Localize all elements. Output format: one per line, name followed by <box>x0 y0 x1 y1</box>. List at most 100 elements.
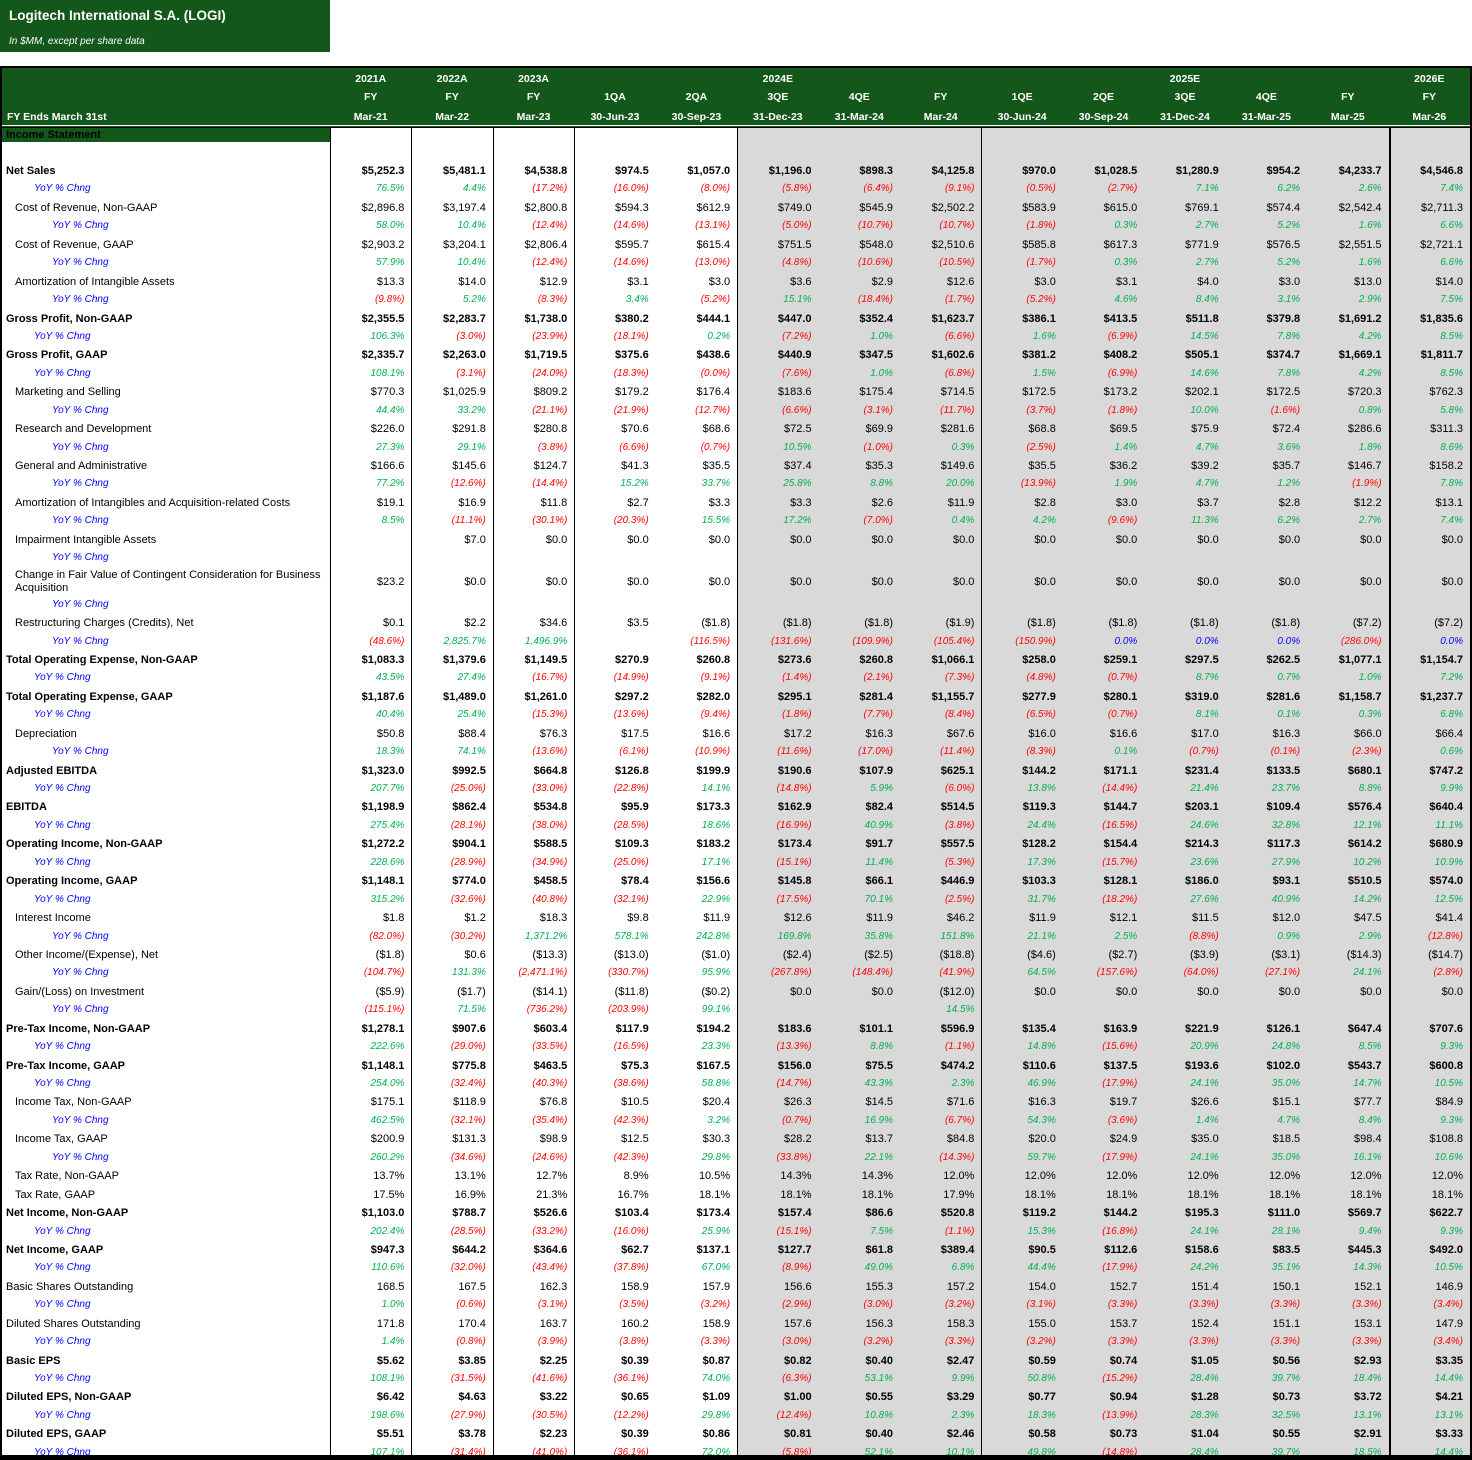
row-label: Change in Fair Value of Contingent Consi… <box>15 568 321 594</box>
cell: (32.4%) <box>450 1078 486 1089</box>
cell: 1.6% <box>1033 330 1056 342</box>
cell: (15.6%) <box>1102 1041 1138 1053</box>
cell: 0.3% <box>1358 709 1382 721</box>
table-row: YoY % Chng 222.6% (29.0%) (33.5%) (16.5%) 23.… <box>2 1038 1470 1056</box>
cell: (0.7%) <box>1189 746 1219 758</box>
table-row: YoY % Chng 1.0% (0.6%) (3.1%) (3.5%) (3.2%) (2… <box>2 1296 1470 1314</box>
table-row: YoY % Chng <box>2 549 1470 567</box>
cell: (736.2%) <box>526 1004 568 1016</box>
cell: $16.3 <box>865 727 893 740</box>
cell: $3.5 <box>627 617 649 630</box>
cell: $600.8 <box>1429 1059 1463 1072</box>
row-label: YoY % Chng <box>34 856 91 868</box>
cell: $34.6 <box>539 617 568 630</box>
cell: 24.8% <box>1271 1041 1301 1053</box>
cell: (28.5%) <box>613 819 649 831</box>
table-header: FY Ends March 31st 2021A FY Mar-21 2022A FY M… <box>0 66 1472 127</box>
cell: (4.8%) <box>1026 672 1056 684</box>
section-title: Income Statement <box>2 128 330 143</box>
cell: 5.2% <box>1277 220 1301 232</box>
cell: 254.0% <box>370 1078 405 1089</box>
cell: 10.5% <box>783 441 812 453</box>
cell: 67.0% <box>701 1262 731 1274</box>
cell: 18.3% <box>376 746 405 758</box>
cell: $41.3 <box>621 460 649 472</box>
cell: $647.4 <box>1347 1022 1382 1035</box>
cell: $258.0 <box>1022 653 1056 666</box>
column-header-dt: Mar-25 <box>1330 111 1365 123</box>
cell: $156.0 <box>777 1059 812 1072</box>
cell: (8.4%) <box>944 709 975 721</box>
cell: (0.1%) <box>1270 746 1301 758</box>
cell: $3.78 <box>458 1428 486 1441</box>
cell <box>1389 128 1470 143</box>
cell: $226.0 <box>370 423 405 436</box>
cell: 6.8% <box>951 1262 975 1274</box>
cell: (13.6%) <box>532 746 568 758</box>
cell: $640.4 <box>1429 801 1463 814</box>
row-label: YoY % Chng <box>34 893 91 905</box>
column-header: FY Mar-25 <box>1307 68 1388 127</box>
column-header-yr <box>981 71 1062 87</box>
cell: 4.4% <box>463 183 486 195</box>
cell: $5,481.1 <box>443 165 486 177</box>
cell <box>493 596 574 614</box>
cell: $66.0 <box>1354 727 1382 740</box>
cell: 4.7% <box>1277 1114 1301 1126</box>
cell: 1,371.2% <box>525 930 568 942</box>
table-row: YoY % Chng 27.3% 29.1% (3.8%) (6.6%) (0.7%) 10… <box>2 439 1470 457</box>
cell: (28.5%) <box>450 1225 486 1237</box>
row-label: YoY % Chng <box>52 967 109 979</box>
table-row: Income Tax, GAAP $200.9 $131.3 $98.9 $12.5 $3… <box>2 1130 1470 1148</box>
cell: $12.5 <box>621 1133 649 1146</box>
column-header-yr: 2021A <box>355 73 387 85</box>
row-label: Pre-Tax Income, Non-GAAP <box>6 1022 151 1035</box>
cell: (22.8%) <box>613 783 649 794</box>
cell: $16.3 <box>1028 1096 1056 1109</box>
cell <box>1063 596 1144 614</box>
cell: $545.9 <box>859 201 893 214</box>
cell: (33.2%) <box>532 1225 568 1237</box>
cell: (28.1%) <box>450 819 486 831</box>
cell: $259.1 <box>1103 653 1138 666</box>
cell: 8.5% <box>1440 330 1463 342</box>
cell: (2.1%) <box>863 672 893 684</box>
cell: ($3.1) <box>1271 948 1301 961</box>
cell: 0.6% <box>1440 746 1463 758</box>
cell: (1.8%) <box>1026 220 1056 232</box>
cell: (115.1%) <box>364 1004 405 1016</box>
cell: (25.0%) <box>450 783 486 794</box>
cell <box>819 1001 900 1019</box>
cell: 1.8% <box>1358 441 1382 453</box>
cell: $375.6 <box>615 349 649 362</box>
row-label: YoY % Chng <box>52 1004 109 1016</box>
table-row: Depreciation $50.8 $88.4 $76.3 $17.5 $16.6 $17… <box>2 725 1470 743</box>
row-label: Restructuring Charges (Credits), Net <box>15 617 194 630</box>
row-label: YoY % Chng <box>34 783 91 794</box>
cell: $774.0 <box>452 875 486 888</box>
cell <box>411 128 492 143</box>
cell: $19.1 <box>376 496 405 509</box>
cell: $2.23 <box>539 1428 568 1441</box>
cell: (330.7%) <box>608 967 649 979</box>
cell <box>1144 549 1225 567</box>
row-label: General and Administrative <box>15 460 148 472</box>
cell: $1,278.1 <box>361 1022 405 1035</box>
cell: $557.5 <box>940 838 975 851</box>
cell: ($14.1) <box>532 985 568 998</box>
cell <box>656 128 737 143</box>
cell: (9.1%) <box>700 672 731 684</box>
cell: $6.42 <box>376 1391 405 1404</box>
cell: 6.6% <box>1440 257 1463 269</box>
cell: 151.1 <box>1272 1317 1301 1330</box>
cell: 5.8% <box>1440 404 1463 416</box>
row-label: Diluted EPS, Non-GAAP <box>6 1391 132 1404</box>
cell: $98.9 <box>539 1133 568 1146</box>
cell: 11.4% <box>865 856 893 868</box>
cell: ($7.2) <box>1352 617 1382 630</box>
cell: $156.6 <box>696 875 731 888</box>
cell: $194.2 <box>696 1022 731 1035</box>
cell: (17.5%) <box>776 893 812 905</box>
column-header-per: 1QA <box>604 91 626 103</box>
table-row: YoY % Chng (104.7%) 131.3% (2,471.1%) (330.7… <box>2 964 1470 982</box>
